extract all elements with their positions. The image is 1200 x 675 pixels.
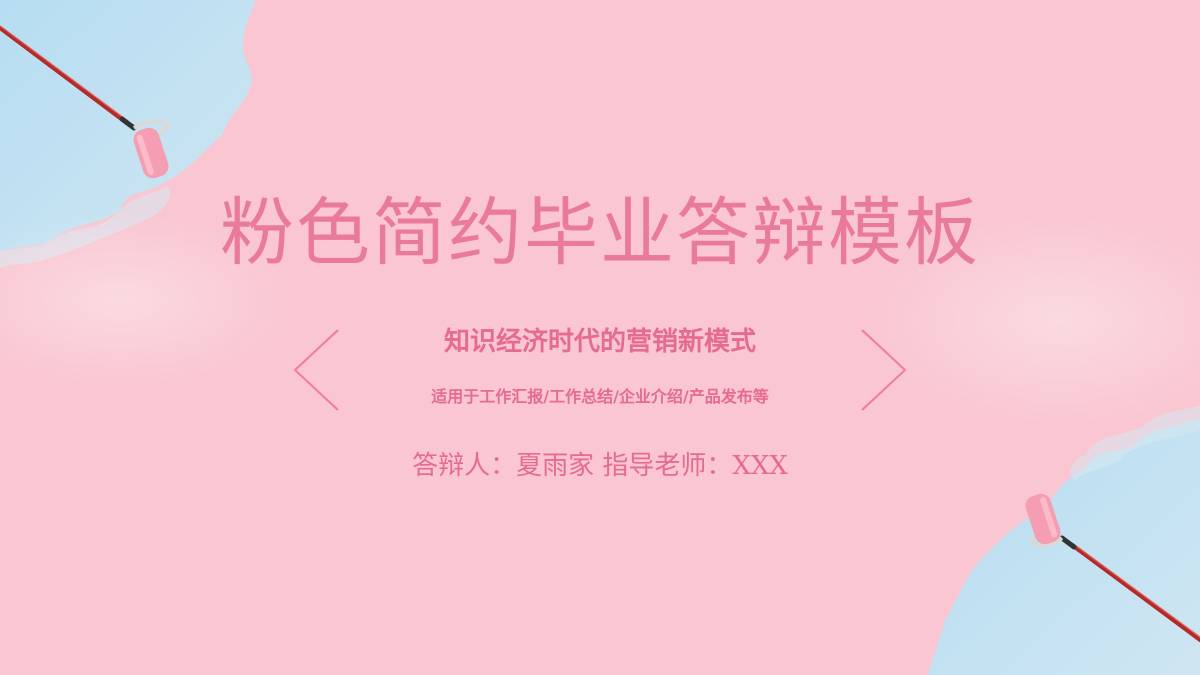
paint-roller-icon — [0, 25, 170, 179]
bottom-right-blue-edge — [1070, 405, 1200, 480]
slide-tagline: 适用于工作汇报/工作总结/企业介绍/产品发布等 — [431, 387, 769, 406]
chevron-left-icon — [293, 329, 339, 411]
chevron-right-icon — [861, 329, 907, 411]
bottom-right-blue-paint — [928, 418, 1200, 675]
paint-roller-icon — [1025, 493, 1200, 642]
mist-left — [0, 210, 300, 390]
presenter-line: 答辩人：夏雨家 指导老师：XXX — [412, 451, 788, 481]
slide-title: 粉色简约毕业答辩模板 — [220, 190, 980, 276]
mist-right — [860, 210, 1200, 430]
slide-subtitle: 知识经济时代的营销新模式 — [443, 327, 756, 357]
